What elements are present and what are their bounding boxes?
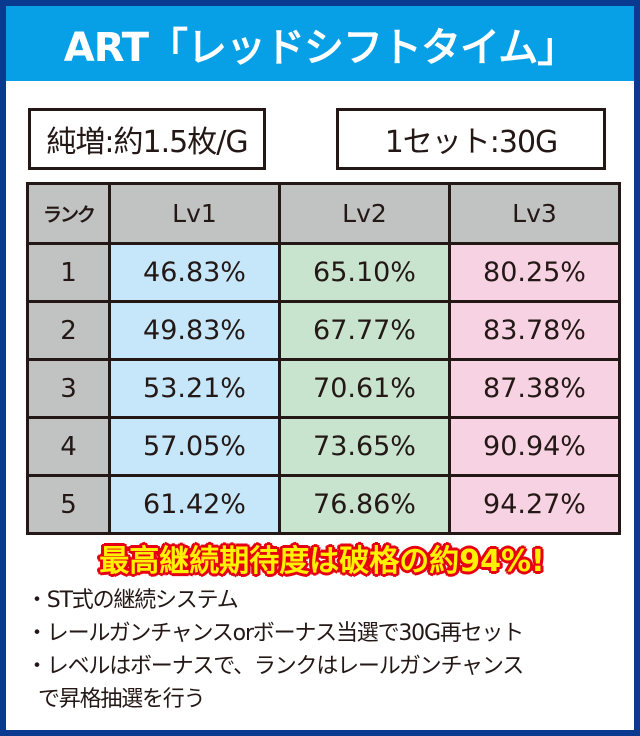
net-gain-label: 純増:約1.5枚/G (46, 125, 248, 160)
set-length-box: 1セット:30G (336, 108, 606, 170)
lv2-cell: 65.10% (278, 242, 451, 303)
lv2-cell: 67.77% (278, 300, 451, 361)
lv1-cell: 46.83% (108, 242, 281, 303)
lv1-cell: 57.05% (108, 416, 281, 477)
page-title: ART「レッドシフトタイム」 (63, 24, 577, 71)
table-row: 4 57.05% 73.65% 90.94% (26, 416, 621, 477)
notes-list: ・ST式の継続システム ・レールガンチャンスorボーナス当選で30G再セット ・… (26, 584, 626, 716)
rank-cell: 4 (26, 416, 111, 477)
column-header-lv2: Lv2 (278, 182, 451, 245)
continuation-rate-table: ランク Lv1 Lv2 Lv3 1 46.83% 65.10% 80.25% 2… (26, 182, 621, 535)
table-row: 1 46.83% 65.10% 80.25% (26, 242, 621, 303)
lv2-cell: 76.86% (278, 474, 451, 535)
table-row: 5 61.42% 76.86% 94.27% (26, 474, 621, 535)
lv1-cell: 61.42% (108, 474, 281, 535)
lv3-cell: 94.27% (448, 474, 621, 535)
lv3-cell: 87.38% (448, 358, 621, 419)
column-header-rank: ランク (26, 182, 111, 245)
note-item-continued: で昇格抽選を行う (38, 687, 206, 712)
table-row: 3 53.21% 70.61% 87.38% (26, 358, 621, 419)
lv2-cell: 70.61% (278, 358, 451, 419)
header-bar: ART「レッドシフトタイム」 (6, 6, 634, 81)
rank-cell: 3 (26, 358, 111, 419)
note-item: ・ST式の継続システム (26, 588, 239, 613)
table-header-row: ランク Lv1 Lv2 Lv3 (26, 182, 621, 245)
rank-cell: 1 (26, 242, 111, 303)
lv2-cell: 73.65% (278, 416, 451, 477)
note-item: ・レベルはボーナスで、ランクはレールガンチャンス (26, 654, 524, 679)
lv3-cell: 80.25% (448, 242, 621, 303)
note-item: ・レールガンチャンスorボーナス当選で30G再セット (26, 621, 524, 646)
highlight-callout: 最高継続期待度は破格の約94%! (99, 544, 545, 579)
lv1-cell: 49.83% (108, 300, 281, 361)
column-header-lv3: Lv3 (448, 182, 621, 245)
lv3-cell: 83.78% (448, 300, 621, 361)
column-header-lv1: Lv1 (108, 182, 281, 245)
rank-cell: 2 (26, 300, 111, 361)
lv1-cell: 53.21% (108, 358, 281, 419)
table-row: 2 49.83% 67.77% 83.78% (26, 300, 621, 361)
net-gain-box: 純増:約1.5枚/G (28, 108, 266, 170)
rank-cell: 5 (26, 474, 111, 535)
art-info-card: ART「レッドシフトタイム」 純増:約1.5枚/G 1セット:30G ランク L… (6, 6, 634, 730)
lv3-cell: 90.94% (448, 416, 621, 477)
set-length-label: 1セット:30G (384, 125, 559, 160)
